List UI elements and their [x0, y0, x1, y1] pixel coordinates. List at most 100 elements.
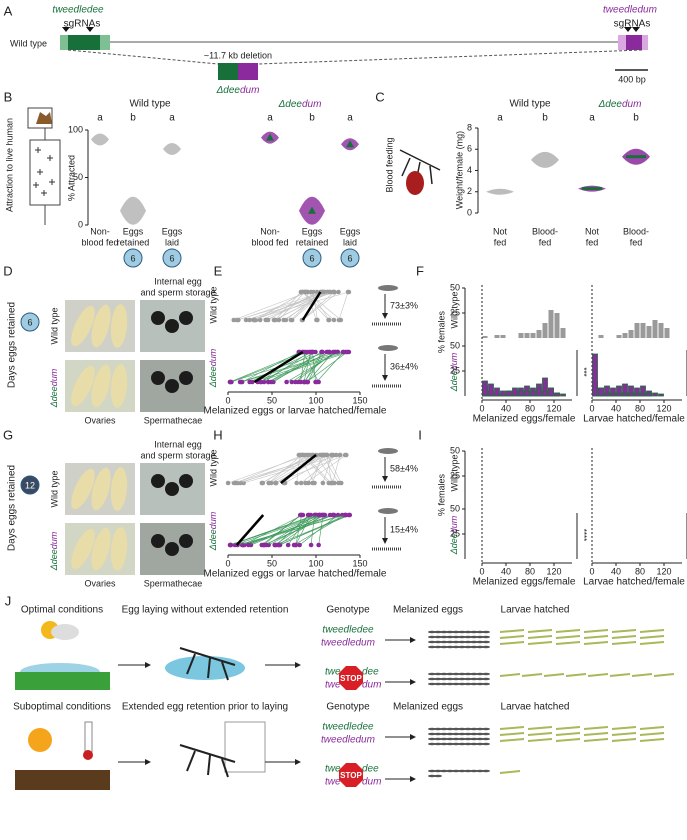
label: 120 [656, 403, 671, 413]
dot [327, 512, 333, 518]
individual-line [307, 351, 334, 383]
label: % females [436, 473, 446, 516]
egg-icon [378, 508, 398, 514]
larva [639, 641, 665, 645]
label: Wild type [49, 307, 59, 344]
label: and sperm storage [140, 287, 215, 297]
label: tweedledee [322, 625, 374, 636]
median-marker [582, 187, 602, 191]
egg [428, 635, 436, 639]
dot [249, 379, 255, 385]
ovary [110, 527, 128, 571]
dot [297, 452, 303, 458]
panel-letter: F [416, 263, 424, 278]
spermatheca [179, 474, 193, 488]
ovary [110, 467, 128, 511]
label: STOP [340, 771, 362, 780]
label: Internal egg [154, 439, 202, 449]
egg [434, 737, 442, 741]
label: fed [494, 237, 507, 247]
individual-line [307, 291, 341, 321]
individual-line [302, 351, 319, 383]
individual-line [241, 351, 344, 383]
egg [470, 737, 478, 741]
bar [554, 392, 560, 397]
egg [452, 640, 460, 644]
label: Genotype [326, 605, 370, 616]
individual-line [316, 351, 344, 383]
bar [640, 323, 646, 338]
egg [452, 677, 460, 681]
dot [236, 317, 241, 323]
dot [320, 480, 326, 486]
egg [452, 672, 460, 676]
label: 73±3% [390, 300, 418, 310]
egg [452, 769, 460, 773]
sun [28, 728, 52, 752]
dot [265, 317, 271, 323]
egg [476, 672, 484, 676]
label: Egg laying without extended retention [122, 605, 289, 616]
egg [446, 742, 454, 746]
dot [284, 379, 289, 385]
egg [476, 727, 484, 731]
egg [476, 732, 484, 736]
larva [611, 726, 637, 730]
bar [518, 333, 524, 338]
bar [658, 393, 664, 397]
egg [428, 727, 436, 731]
egg-icon [378, 345, 398, 351]
larva [611, 629, 637, 633]
label: STOP [340, 674, 362, 683]
bar [530, 333, 536, 338]
individual-line [268, 454, 313, 484]
mutant-part: Δdee [449, 370, 459, 392]
label: 36±4% [390, 361, 418, 371]
label: Larvae hatched [501, 605, 570, 616]
mutant-label: Δdeedum [216, 85, 260, 96]
individual-line [299, 514, 339, 546]
dot [299, 512, 304, 518]
individual-line [332, 454, 341, 484]
egg [434, 774, 442, 778]
mutant-part: dum [449, 515, 459, 533]
bar [530, 390, 536, 397]
egg [458, 645, 466, 649]
larva [527, 635, 553, 639]
label: dum [362, 777, 381, 788]
egg [428, 737, 436, 741]
label: sgRNAs [614, 19, 651, 30]
egg [482, 677, 490, 681]
badge [162, 248, 182, 268]
dot [293, 542, 299, 548]
mosquito-icon [41, 190, 47, 196]
larva [555, 732, 581, 736]
stop-sign [339, 666, 363, 690]
egg [470, 769, 478, 773]
mosquito-icon [49, 179, 55, 185]
individual-line [306, 351, 348, 383]
gene-block [238, 63, 258, 80]
label: laid [165, 237, 179, 247]
dot [308, 289, 314, 295]
label: 25 [450, 470, 460, 480]
mutant-part: Δdee [216, 85, 241, 96]
spermatheca [165, 319, 179, 333]
egg [440, 682, 448, 686]
dot [343, 512, 349, 518]
mean-line [280, 454, 317, 484]
individual-line [315, 454, 335, 484]
dot [305, 349, 310, 355]
label: **** [579, 529, 588, 541]
label: 50 [267, 395, 277, 405]
label: 120 [656, 566, 671, 576]
violin [486, 188, 514, 195]
label: Blood- [623, 226, 649, 236]
panel-letter: D [3, 263, 12, 278]
dot [331, 317, 337, 323]
individual-line [295, 514, 302, 546]
larva [653, 673, 675, 677]
dot [281, 317, 287, 323]
label: 15±4% [390, 524, 418, 534]
